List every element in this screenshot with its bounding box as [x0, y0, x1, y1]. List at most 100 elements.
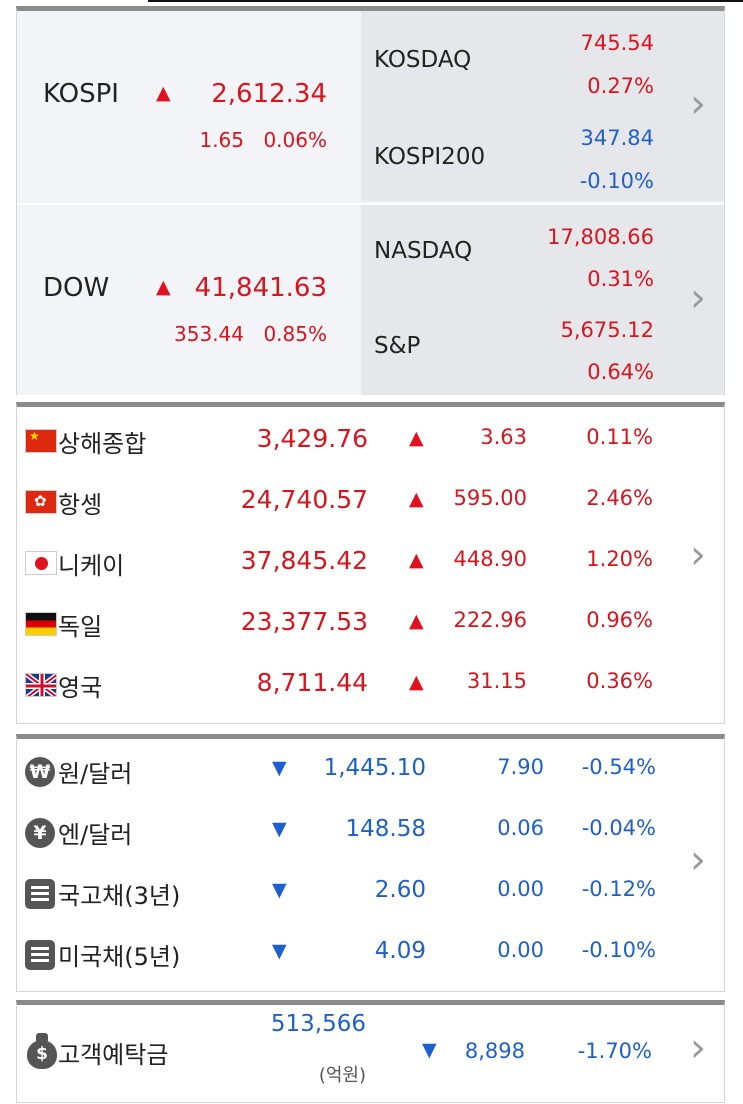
- nasdaq-value: 17,808.66: [547, 225, 654, 249]
- chevron-right-icon[interactable]: ›: [690, 532, 706, 578]
- dow-card[interactable]: DOW ▲ 41,841.63 353.44 0.85%: [17, 205, 361, 395]
- chevron-right-icon[interactable]: ›: [690, 275, 706, 321]
- up-arrow-icon: ▲: [409, 549, 424, 571]
- customer-deposit-panel[interactable]: $ 고객예탁금 513,566 (억원) ▼ 8,898 -1.70% ›: [16, 1000, 725, 1103]
- index-change: 222.96: [453, 608, 527, 632]
- index-percent: 0.36%: [586, 669, 653, 693]
- rates-panel[interactable]: ₩ 원/달러 ▼ 1,445.10 7.90 -0.54% ¥ 엔/달러 ▼ 1…: [16, 734, 725, 992]
- rate-value: 1,445.10: [323, 755, 426, 781]
- index-percent: 1.20%: [586, 547, 653, 571]
- index-change: 448.90: [453, 547, 527, 571]
- document-icon: [25, 940, 55, 970]
- index-value: 37,845.42: [240, 546, 368, 575]
- list-item[interactable]: ★ 상해종합 3,429.76 ▲ 3.63 0.11%: [17, 415, 724, 475]
- index-name: 독일: [58, 613, 103, 641]
- top-divider: [148, 0, 743, 2]
- rate-percent: -0.12%: [581, 877, 656, 901]
- won-icon: ₩: [25, 757, 55, 787]
- index-value: 23,377.53: [240, 607, 368, 636]
- index-name: 니케이: [58, 552, 125, 580]
- rate-change: 7.90: [497, 755, 544, 779]
- uk-flag-icon: [25, 673, 57, 697]
- index-name: 항셍: [58, 491, 103, 519]
- up-arrow-icon: ▲: [156, 276, 171, 298]
- money-bag-icon: $: [27, 1033, 57, 1069]
- index-change: 595.00: [453, 486, 527, 510]
- major-indices-panel: KOSPI ▲ 2,612.34 1.65 0.06% KOSDAQ 745.5…: [16, 6, 725, 395]
- dow-label: DOW: [43, 273, 110, 303]
- document-icon: [25, 879, 55, 909]
- list-item[interactable]: 미국채(5년) ▼ 4.09 0.00 -0.10%: [17, 928, 724, 988]
- down-arrow-icon: ▼: [272, 818, 287, 840]
- kospi-value: 2,612.34: [211, 79, 327, 109]
- germany-flag-icon: [25, 612, 57, 636]
- deposit-percent: -1.70%: [577, 1039, 652, 1063]
- list-item[interactable]: ¥ 엔/달러 ▼ 148.58 0.06 -0.04%: [17, 806, 724, 866]
- kospi200-percent: -0.10%: [579, 169, 654, 193]
- nasdaq-percent: 0.31%: [587, 267, 654, 291]
- sp-label: S&P: [374, 333, 421, 359]
- list-item[interactable]: 독일 23,377.53 ▲ 222.96 0.96%: [17, 598, 724, 658]
- rate-percent: -0.10%: [581, 938, 656, 962]
- index-percent: 2.46%: [586, 486, 653, 510]
- list-item[interactable]: 영국 8,711.44 ▲ 31.15 0.36%: [17, 659, 724, 719]
- sp-percent: 0.64%: [587, 360, 654, 384]
- rate-name: 미국채(5년): [58, 943, 181, 971]
- kospi-percent: 0.06%: [263, 128, 327, 152]
- index-percent: 0.96%: [586, 608, 653, 632]
- rate-change: 0.06: [497, 816, 544, 840]
- divider: [17, 203, 724, 205]
- deposit-unit: (억원): [318, 1065, 366, 1086]
- up-arrow-icon: ▲: [409, 427, 424, 449]
- dow-percent: 0.85%: [263, 322, 327, 346]
- chevron-right-icon[interactable]: ›: [690, 1025, 706, 1071]
- dow-value: 41,841.63: [194, 273, 327, 303]
- index-value: 3,429.76: [256, 424, 368, 453]
- kospi-change: 1.65: [199, 128, 244, 152]
- rate-name: 국고채(3년): [58, 882, 181, 910]
- down-arrow-icon: ▼: [422, 1039, 437, 1061]
- kospi200-value: 347.84: [580, 126, 654, 150]
- rate-value: 148.58: [345, 816, 426, 842]
- kosdaq-percent: 0.27%: [587, 74, 654, 98]
- index-value: 24,740.57: [240, 485, 368, 514]
- index-percent: 0.11%: [586, 425, 653, 449]
- index-value: 8,711.44: [256, 668, 368, 697]
- rate-value: 4.09: [374, 938, 426, 964]
- down-arrow-icon: ▼: [272, 757, 287, 779]
- japan-flag-icon: [25, 551, 57, 575]
- kosdaq-label: KOSDAQ: [374, 47, 472, 73]
- index-change: 3.63: [480, 425, 527, 449]
- deposit-change: 8,898: [464, 1039, 525, 1063]
- dow-change: 353.44: [174, 322, 244, 346]
- list-item[interactable]: 국고채(3년) ▼ 2.60 0.00 -0.12%: [17, 867, 724, 927]
- rate-percent: -0.54%: [581, 755, 656, 779]
- rate-change: 0.00: [497, 938, 544, 962]
- deposit-label: 고객예탁금: [58, 1041, 169, 1069]
- list-item[interactable]: ₩ 원/달러 ▼ 1,445.10 7.90 -0.54%: [17, 745, 724, 805]
- rate-percent: -0.04%: [581, 816, 656, 840]
- up-arrow-icon: ▲: [409, 610, 424, 632]
- china-flag-icon: ★: [25, 429, 57, 453]
- list-item[interactable]: ✿ 항셍 24,740.57 ▲ 595.00 2.46%: [17, 476, 724, 536]
- rate-change: 0.00: [497, 877, 544, 901]
- kospi200-label: KOSPI200: [374, 144, 486, 170]
- rate-value: 2.60: [374, 877, 426, 903]
- down-arrow-icon: ▼: [272, 879, 287, 901]
- kosdaq-value: 745.54: [580, 31, 654, 55]
- index-change: 31.15: [466, 669, 527, 693]
- kospi-card[interactable]: KOSPI ▲ 2,612.34 1.65 0.06%: [17, 11, 361, 201]
- list-item[interactable]: 니케이 37,845.42 ▲ 448.90 1.20%: [17, 537, 724, 597]
- chevron-right-icon[interactable]: ›: [690, 81, 706, 127]
- hongkong-flag-icon: ✿: [25, 490, 57, 514]
- index-name: 영국: [58, 674, 103, 702]
- kosdaq-kospi200-card[interactable]: KOSDAQ 745.54 0.27% KOSPI200 347.84 -0.1…: [361, 11, 724, 201]
- yen-icon: ¥: [25, 818, 55, 848]
- nasdaq-label: NASDAQ: [374, 238, 473, 264]
- chevron-right-icon[interactable]: ›: [690, 837, 706, 883]
- rate-name: 원/달러: [58, 760, 133, 788]
- up-arrow-icon: ▲: [156, 82, 171, 104]
- global-indices-panel[interactable]: ★ 상해종합 3,429.76 ▲ 3.63 0.11% ✿ 항셍 24,740…: [16, 402, 725, 724]
- down-arrow-icon: ▼: [272, 940, 287, 962]
- nasdaq-sp-card[interactable]: NASDAQ 17,808.66 0.31% S&P 5,675.12 0.64…: [361, 205, 724, 395]
